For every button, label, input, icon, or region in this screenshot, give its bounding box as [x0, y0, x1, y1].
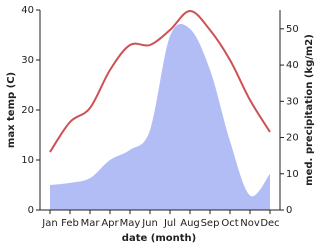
- x-tick-label: May: [120, 218, 141, 229]
- y2-tick-label: 10: [286, 169, 299, 180]
- y2-axis-title: med. precipitation (kg/m2): [304, 34, 315, 186]
- x-tick-label: Mar: [81, 218, 101, 229]
- y2-tick-label: 20: [286, 133, 299, 144]
- y-tick-label: 20: [21, 105, 34, 116]
- x-tick-label: Oct: [221, 218, 238, 229]
- temp-line: [49, 9, 271, 153]
- y-tick-label: 30: [21, 55, 34, 66]
- x-tick-label: Aug: [180, 218, 200, 229]
- y2-tick-label: 0: [286, 205, 292, 216]
- y2-tick-label: 40: [286, 60, 299, 71]
- precipitation-area: [50, 23, 270, 210]
- y-axis-title: max temp (C): [6, 72, 17, 148]
- x-tick-label: Dec: [260, 218, 279, 229]
- y2-tick-label: 30: [286, 96, 299, 107]
- x-tick-label: Nov: [240, 218, 260, 229]
- y-tick-label: 10: [21, 155, 34, 166]
- x-tick-label: Jun: [141, 218, 158, 229]
- x-tick-label: Apr: [101, 218, 119, 229]
- x-axis-title: date (month): [122, 233, 196, 244]
- x-tick-label: Jul: [163, 218, 176, 229]
- y2-tick-label: 50: [286, 24, 299, 35]
- x-tick-label: Feb: [61, 218, 79, 229]
- y-tick-label: 40: [21, 5, 34, 16]
- y-tick-label: 0: [28, 205, 34, 216]
- x-tick-label: Jan: [41, 218, 57, 229]
- x-tick-label: Sep: [201, 218, 220, 229]
